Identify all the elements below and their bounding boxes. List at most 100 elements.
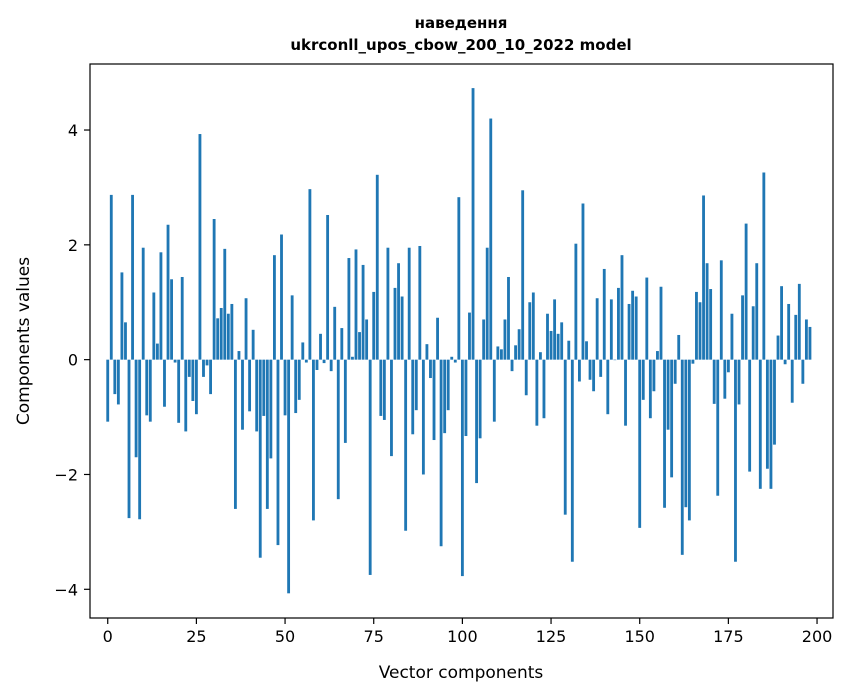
bar-component-169 [705, 263, 709, 360]
bar-component-34 [226, 313, 230, 360]
bar-component-10 [141, 247, 145, 360]
bar-component-55 [301, 342, 305, 360]
bar-component-6 [127, 359, 131, 519]
bar-component-62 [326, 214, 330, 360]
bar-component-85 [407, 247, 411, 360]
bar-component-89 [421, 359, 425, 475]
bar-component-33 [223, 248, 227, 360]
bar-component-84 [404, 359, 408, 531]
bar-component-140 [602, 268, 606, 360]
x-tick-label: 150 [624, 627, 655, 646]
bar-component-103 [471, 88, 475, 360]
bar-component-162 [680, 359, 684, 555]
bar-component-119 [528, 302, 532, 360]
bar-component-23 [187, 359, 191, 377]
bar-component-22 [184, 359, 188, 432]
bar-component-122 [538, 352, 542, 360]
bar-component-190 [780, 286, 783, 360]
bar-component-14 [155, 343, 159, 360]
bar-component-46 [269, 359, 273, 459]
bar-component-144 [617, 287, 620, 360]
bar-component-136 [588, 359, 592, 380]
bar-component-21 [180, 276, 184, 360]
bar-component-42 [255, 359, 259, 432]
bar-component-134 [581, 203, 585, 360]
bar-component-56 [304, 359, 308, 363]
x-tick-label: 200 [802, 627, 833, 646]
bar-component-186 [765, 359, 769, 469]
bar-component-133 [578, 359, 581, 382]
bar-component-123 [542, 359, 546, 419]
bar-component-92 [432, 359, 436, 441]
bar-component-192 [787, 303, 791, 360]
bar-component-27 [202, 359, 205, 377]
bar-component-171 [712, 359, 716, 404]
bar-component-148 [631, 290, 635, 360]
bar-component-28 [205, 359, 209, 366]
bar-component-32 [219, 307, 223, 360]
bar-component-126 [553, 299, 557, 360]
bar-component-107 [485, 247, 489, 360]
bar-component-127 [556, 333, 560, 360]
bar-component-166 [695, 291, 698, 360]
x-tick-label: 25 [186, 627, 206, 646]
bar-component-196 [801, 359, 805, 384]
bar-component-73 [365, 319, 369, 360]
bar-component-160 [673, 359, 677, 384]
bar-component-155 [656, 351, 659, 360]
bar-component-58 [312, 359, 315, 521]
bar-component-30 [212, 219, 216, 360]
x-tick-label: 125 [536, 627, 567, 646]
bar-component-130 [567, 340, 571, 360]
bar-component-90 [425, 344, 429, 360]
bar-component-83 [400, 296, 404, 360]
bar-component-13 [152, 292, 156, 360]
bar-component-15 [159, 252, 163, 360]
bar-component-151 [641, 359, 645, 400]
bar-component-121 [535, 359, 539, 426]
bar-component-96 [446, 359, 450, 411]
bar-component-97 [450, 356, 454, 360]
bar-component-150 [638, 359, 642, 528]
bar-component-5 [124, 322, 127, 360]
bar-component-52 [290, 295, 294, 360]
bar-component-191 [783, 359, 787, 365]
bar-component-17 [166, 224, 170, 360]
bar-component-100 [460, 359, 464, 577]
bar-component-178 [737, 359, 741, 405]
bar-component-146 [624, 359, 627, 426]
bar-component-36 [233, 359, 237, 509]
bar-component-156 [659, 286, 663, 360]
bar-component-141 [606, 359, 610, 415]
bar-component-149 [634, 296, 638, 360]
bar-component-51 [287, 359, 291, 594]
bar-component-37 [237, 351, 241, 360]
bar-component-16 [163, 359, 166, 407]
bar-component-39 [244, 298, 248, 360]
bar-component-111 [499, 349, 503, 360]
chart-title: наведення [415, 14, 508, 32]
bar-component-101 [464, 359, 468, 437]
bar-component-139 [599, 359, 603, 377]
bar-component-152 [645, 277, 649, 360]
y-axis-label: Components values [14, 257, 34, 425]
bar-component-115 [514, 345, 518, 360]
bar-component-65 [336, 359, 340, 500]
bar-component-102 [468, 312, 471, 360]
x-tick-label: 100 [447, 627, 478, 646]
x-tick-label: 50 [275, 627, 295, 646]
bar-component-79 [386, 247, 390, 360]
bar-component-0 [106, 359, 110, 422]
bar-component-157 [663, 359, 666, 508]
bar-component-24 [191, 359, 195, 401]
bar-component-68 [347, 258, 351, 360]
bar-component-61 [322, 359, 326, 364]
bar-component-41 [251, 329, 255, 360]
y-tick-label: −2 [54, 465, 78, 484]
bar-component-94 [439, 359, 443, 547]
bar-component-137 [592, 359, 596, 392]
bar-component-81 [393, 287, 397, 360]
bar-component-159 [670, 359, 674, 478]
y-tick-label: 4 [68, 121, 78, 140]
